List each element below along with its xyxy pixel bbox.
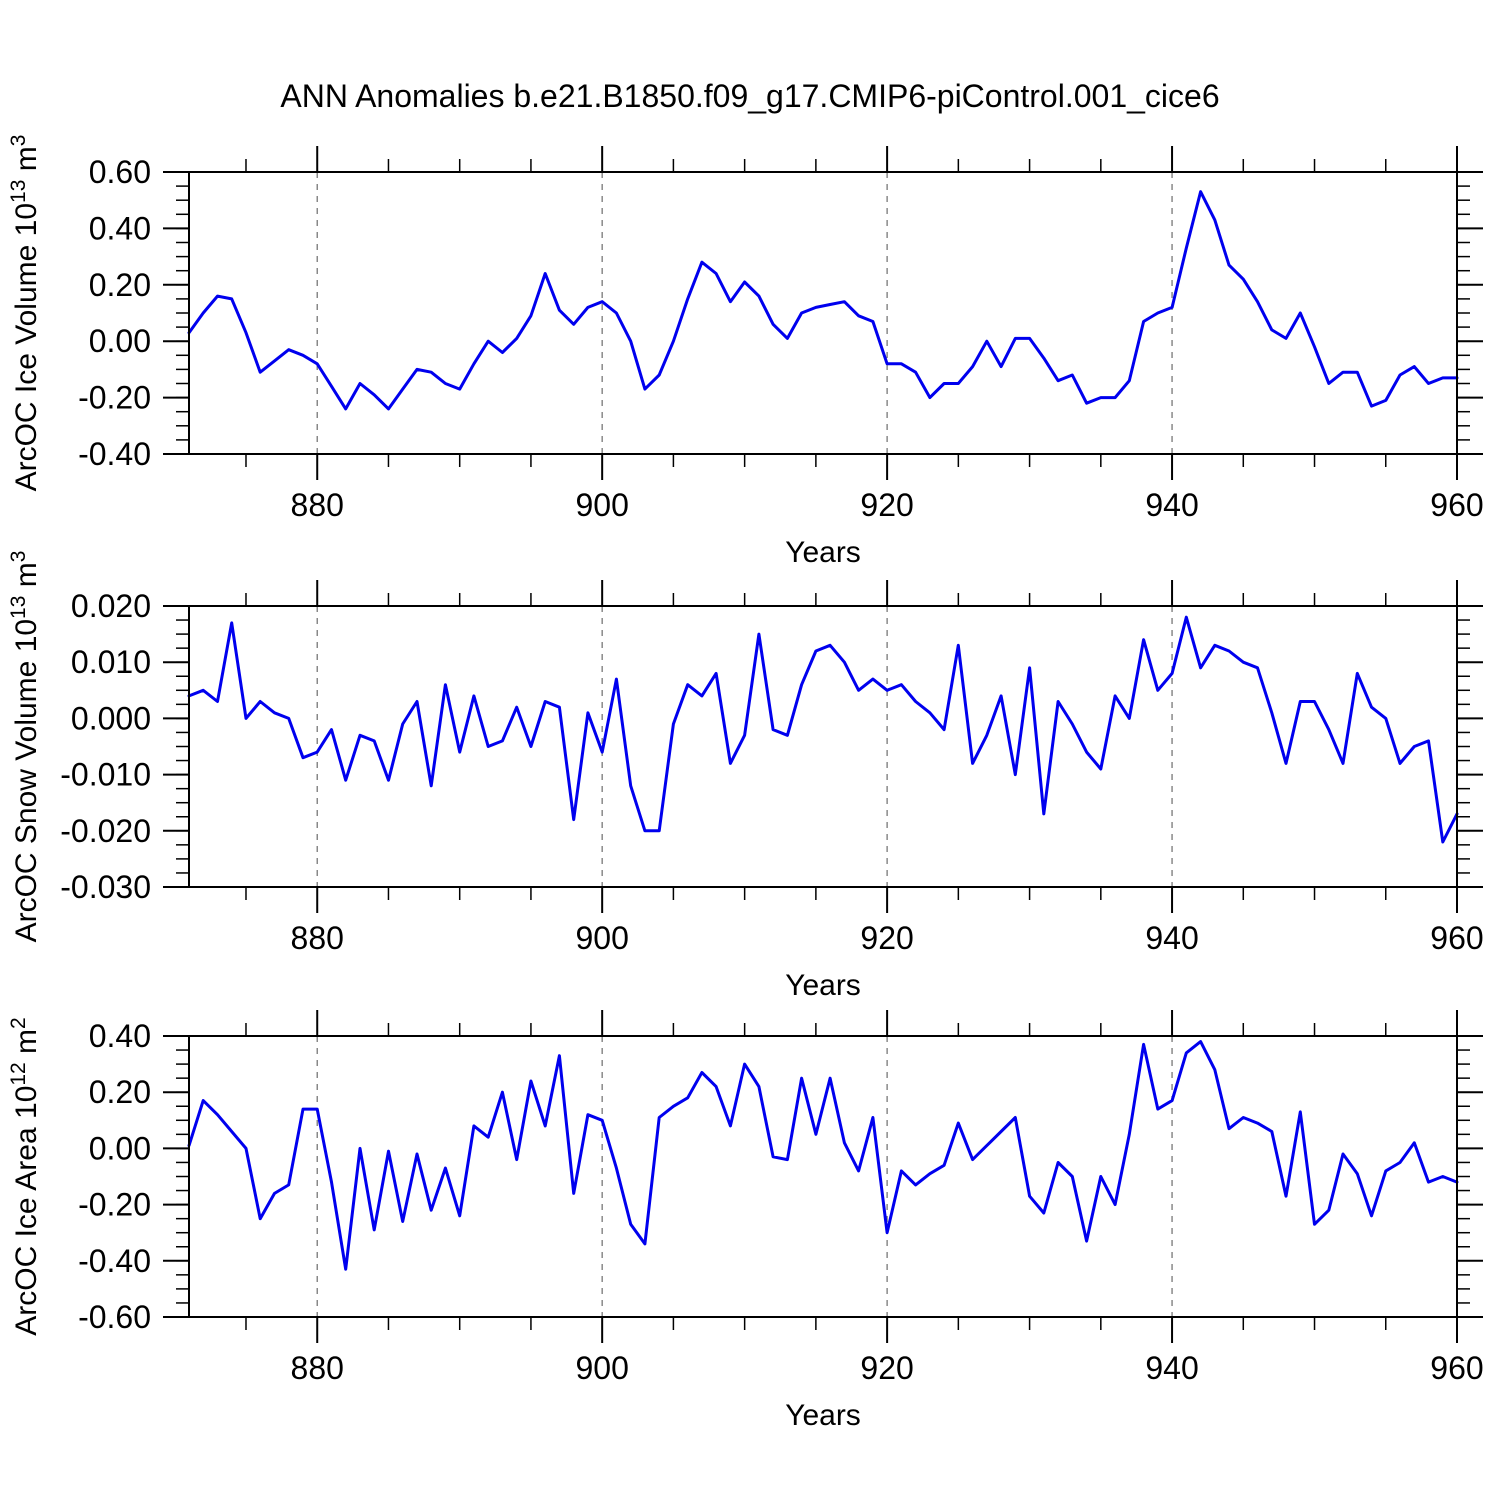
x-tick-label: 880 xyxy=(291,1350,344,1386)
y-tick-label: -0.20 xyxy=(78,1187,151,1223)
x-tick-label: 880 xyxy=(291,920,344,956)
figure-title: ANN Anomalies b.e21.B1850.f09_g17.CMIP6-… xyxy=(280,78,1219,114)
y-tick-label: -0.40 xyxy=(78,1243,151,1279)
y-axis-title: ArcOC Snow Volume 1013 m3 xyxy=(7,551,43,943)
y-axis-title: ArcOC Ice Volume 1013 m3 xyxy=(7,135,43,492)
x-tick-label: 960 xyxy=(1430,1350,1483,1386)
y-tick-label: -0.030 xyxy=(60,869,151,905)
x-tick-label: 940 xyxy=(1145,920,1198,956)
y-tick-label: -0.010 xyxy=(60,757,151,793)
x-tick-label: 960 xyxy=(1430,487,1483,523)
x-axis-title: Years xyxy=(785,969,861,1002)
x-axis-title: Years xyxy=(785,536,861,569)
x-tick-label: 960 xyxy=(1430,920,1483,956)
y-tick-label: 0.010 xyxy=(71,644,151,680)
ice-area-panel: 0.40 0.20 0.00 -0.20 -0.40 -0.60 880 900 920 940 9… xyxy=(7,1010,1484,1432)
x-tick-label: 920 xyxy=(860,487,913,523)
x-tick-label: 880 xyxy=(291,487,344,523)
y-tick-label: 0.40 xyxy=(89,210,151,246)
y-tick-label: 0.20 xyxy=(89,1074,151,1110)
x-tick-label: 920 xyxy=(860,1350,913,1386)
y-tick-label: 0.00 xyxy=(89,1130,151,1166)
x-tick-label: 900 xyxy=(575,920,628,956)
y-tick-label: -0.020 xyxy=(60,813,151,849)
y-tick-label: 0.60 xyxy=(89,154,151,190)
x-tick-label: 900 xyxy=(575,1350,628,1386)
x-tick-label: 920 xyxy=(860,920,913,956)
y-tick-label: -0.60 xyxy=(78,1299,151,1335)
x-tick-label: 940 xyxy=(1145,1350,1198,1386)
snow-volume-panel: 0.020 0.010 0.000 -0.010 -0.020 -0.030 880 900 9… xyxy=(7,551,1484,1002)
x-axis-title: Years xyxy=(785,1399,861,1432)
x-tick-label: 940 xyxy=(1145,487,1198,523)
y-tick-label: 0.020 xyxy=(71,588,151,624)
ice-volume-panel: 0.60 0.40 0.20 0.00 -0.20 -0.40 880 900 920 940 96… xyxy=(7,135,1484,569)
y-tick-label: 0.40 xyxy=(89,1018,151,1054)
x-tick-label: 900 xyxy=(575,487,628,523)
y-tick-label: -0.40 xyxy=(78,436,151,472)
y-tick-label: 0.00 xyxy=(89,323,151,359)
y-tick-label: -0.20 xyxy=(78,380,151,416)
y-axis-title: ArcOC Ice Area 1012 m2 xyxy=(7,1017,43,1335)
y-tick-label: 0.20 xyxy=(89,267,151,303)
y-tick-label: 0.000 xyxy=(71,700,151,736)
